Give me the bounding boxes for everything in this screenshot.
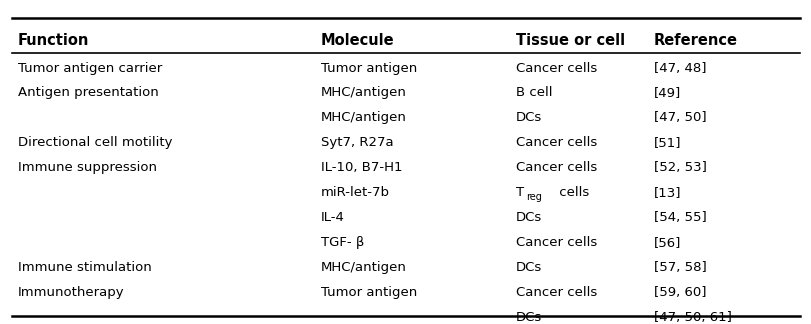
Text: [57, 58]: [57, 58] bbox=[653, 261, 706, 274]
Text: Directional cell motility: Directional cell motility bbox=[18, 136, 172, 149]
Text: DCs: DCs bbox=[515, 261, 541, 274]
Text: Molecule: Molecule bbox=[320, 33, 394, 48]
Text: Tumor antigen: Tumor antigen bbox=[320, 286, 417, 299]
Text: TGF- β: TGF- β bbox=[320, 236, 363, 249]
Text: B cell: B cell bbox=[515, 87, 551, 99]
Text: Immunotherapy: Immunotherapy bbox=[18, 286, 124, 299]
Text: [47, 50]: [47, 50] bbox=[653, 111, 706, 124]
Text: Immune suppression: Immune suppression bbox=[18, 161, 157, 174]
Text: miR-let-7b: miR-let-7b bbox=[320, 186, 389, 199]
Text: [13]: [13] bbox=[653, 186, 680, 199]
Text: Cancer cells: Cancer cells bbox=[515, 136, 596, 149]
Text: Cancer cells: Cancer cells bbox=[515, 62, 596, 75]
Text: MHC/antigen: MHC/antigen bbox=[320, 261, 406, 274]
Text: Function: Function bbox=[18, 33, 89, 48]
Text: [51]: [51] bbox=[653, 136, 680, 149]
Text: reg: reg bbox=[526, 192, 542, 202]
Text: [56]: [56] bbox=[653, 236, 680, 249]
Text: IL-10, B7-H1: IL-10, B7-H1 bbox=[320, 161, 401, 174]
Text: Syt7, R27a: Syt7, R27a bbox=[320, 136, 393, 149]
Text: DCs: DCs bbox=[515, 111, 541, 124]
Text: MHC/antigen: MHC/antigen bbox=[320, 111, 406, 124]
Text: IL-4: IL-4 bbox=[320, 211, 344, 224]
Text: Cancer cells: Cancer cells bbox=[515, 236, 596, 249]
Text: Reference: Reference bbox=[653, 33, 736, 48]
Text: [49]: [49] bbox=[653, 87, 680, 99]
Text: Tumor antigen: Tumor antigen bbox=[320, 62, 417, 75]
Text: [59, 60]: [59, 60] bbox=[653, 286, 706, 299]
Text: [47, 50, 61]: [47, 50, 61] bbox=[653, 311, 731, 324]
Text: Cancer cells: Cancer cells bbox=[515, 161, 596, 174]
Text: MHC/antigen: MHC/antigen bbox=[320, 87, 406, 99]
Text: Tumor antigen carrier: Tumor antigen carrier bbox=[18, 62, 162, 75]
Text: [47, 48]: [47, 48] bbox=[653, 62, 706, 75]
Text: DCs: DCs bbox=[515, 311, 541, 324]
Text: cells: cells bbox=[554, 186, 588, 199]
Text: Cancer cells: Cancer cells bbox=[515, 286, 596, 299]
Text: T: T bbox=[515, 186, 523, 199]
Text: Antigen presentation: Antigen presentation bbox=[18, 87, 158, 99]
Text: [54, 55]: [54, 55] bbox=[653, 211, 706, 224]
Text: Tissue or cell: Tissue or cell bbox=[515, 33, 624, 48]
Text: Immune stimulation: Immune stimulation bbox=[18, 261, 152, 274]
Text: [52, 53]: [52, 53] bbox=[653, 161, 706, 174]
Text: DCs: DCs bbox=[515, 211, 541, 224]
